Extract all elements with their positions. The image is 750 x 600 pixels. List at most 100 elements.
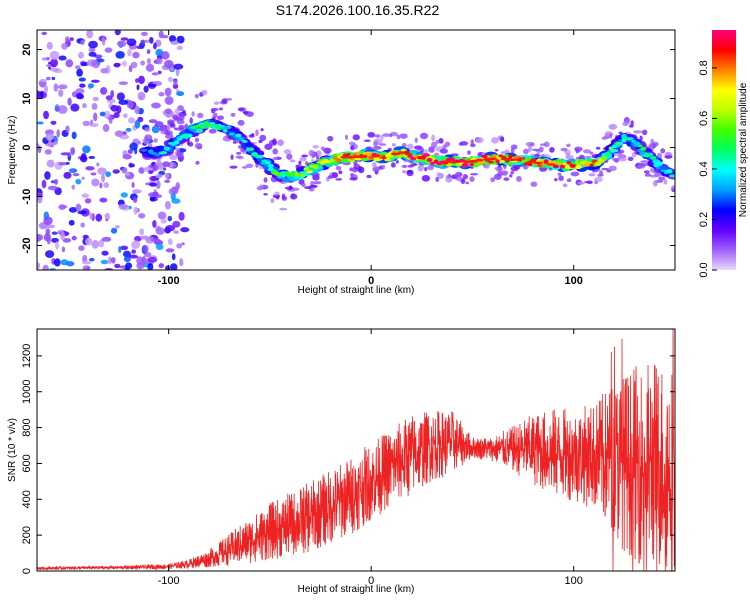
noise-speckle [91, 178, 100, 187]
noise-speckle [164, 87, 172, 97]
ridge-halo-speck [308, 149, 315, 157]
ridge-point [195, 128, 204, 133]
ridge-halo-speck [494, 149, 499, 152]
ridge-point [184, 135, 189, 140]
ridge-point [235, 133, 242, 138]
ridge-point [666, 169, 673, 174]
ridge-halo-speck [469, 176, 475, 182]
ridge-halo-speck [197, 112, 204, 119]
ridge-point [340, 158, 350, 164]
ridge-halo-speck [169, 154, 178, 161]
noise-speckle [65, 59, 74, 68]
colorbar-tick-label: 0.4 [698, 161, 710, 176]
noise-speckle [120, 37, 129, 41]
ridge-point [368, 155, 374, 160]
noise-speckle [168, 188, 174, 195]
noise-speckle [148, 83, 157, 87]
noise-speckle [85, 237, 93, 246]
noise-speckle [116, 40, 127, 48]
ridge-halo-speck [201, 89, 208, 96]
snr-x-tick-label: -100 [158, 575, 180, 587]
noise-speckle [47, 185, 58, 191]
noise-speckle [80, 222, 85, 228]
ridge-core-point [340, 156, 347, 159]
ridge-point [174, 140, 180, 145]
ridge-halo-speck [622, 121, 630, 126]
noise-speckle [88, 155, 96, 159]
noise-speckle [72, 173, 80, 177]
ridge-halo-speck [601, 136, 607, 140]
noise-speckle [37, 90, 41, 99]
ridge-halo-speck [444, 141, 451, 147]
ridge-halo-speck [594, 176, 603, 183]
noise-speckle [165, 248, 175, 253]
ridge-halo-speck [288, 185, 293, 190]
noise-speckle [128, 254, 139, 259]
ridge-halo-speck [304, 186, 313, 190]
noise-speckle [178, 211, 185, 221]
noise-speckle [70, 147, 76, 156]
noise-speckle [68, 206, 78, 213]
noise-speckle [80, 39, 85, 46]
noise-speckle [132, 189, 142, 194]
noise-speckle [49, 67, 60, 72]
ridge-halo-speck [663, 179, 668, 185]
noise-speckle [123, 113, 128, 119]
noise-speckle [140, 39, 146, 45]
noise-speckle [176, 243, 182, 249]
ridge-halo-speck [166, 125, 171, 131]
noise-speckle [127, 48, 132, 57]
ridge-halo-speck [149, 165, 155, 168]
noise-speckle [125, 127, 132, 132]
noise-speckle [82, 120, 91, 127]
noise-speckle [165, 224, 176, 232]
noise-speckle [68, 168, 78, 174]
noise-speckle [97, 167, 107, 175]
ridge-halo-speck [539, 143, 546, 146]
noise-speckle [60, 231, 65, 241]
ridge-halo-speck [509, 174, 513, 178]
ridge-halo-speck [181, 109, 186, 115]
ridge-point [241, 140, 248, 143]
ridge-halo-speck [431, 134, 435, 142]
ridge-point [559, 164, 566, 169]
ridge-halo-speck [599, 170, 604, 177]
noise-speckle [133, 235, 142, 242]
snr-y-tick-label: 800 [21, 418, 33, 436]
noise-speckle [122, 250, 132, 258]
noise-speckle [71, 184, 75, 190]
ridge-halo-speck [148, 119, 158, 124]
noise-speckle [78, 77, 86, 82]
ridge-point [594, 161, 602, 167]
noise-speckle [149, 182, 158, 187]
ridge-core-point [462, 160, 472, 164]
noise-speckle [60, 259, 69, 266]
ridge-halo-speck [350, 172, 354, 177]
noise-speckle [142, 245, 149, 253]
ridge-halo-speck [435, 176, 440, 183]
noise-speckle [101, 173, 105, 183]
noise-speckle [147, 263, 154, 270]
ridge-halo-speck [658, 176, 666, 181]
ridge-halo-speck [380, 135, 384, 141]
noise-speckle [157, 211, 167, 220]
noise-speckle [54, 106, 60, 112]
noise-speckle [79, 155, 88, 163]
noise-speckle [110, 227, 118, 234]
ridge-point [336, 158, 342, 163]
noise-speckle [86, 30, 94, 39]
noise-speckle [65, 125, 70, 133]
ridge-halo-speck [281, 193, 286, 199]
ridge-point [154, 153, 160, 157]
colorbar: 0.0 0.2 0.4 0.6 0.8 Normalized spectral ampl… [698, 30, 749, 278]
ridge-point [160, 151, 168, 155]
spectrogram-y-tick-label: -20 [21, 238, 33, 254]
snr-y-tick-label: 200 [21, 526, 33, 544]
ridge-point [633, 141, 641, 146]
ridge-halo-speck [366, 174, 372, 179]
ridge-halo-speck [176, 150, 183, 158]
ridge-halo-speck [423, 149, 429, 155]
ridge-halo-speck [327, 135, 334, 142]
noise-speckle [82, 265, 91, 270]
noise-speckle [53, 83, 59, 92]
